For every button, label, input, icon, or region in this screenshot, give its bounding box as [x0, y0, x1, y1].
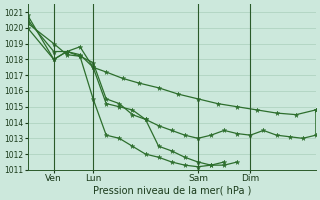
X-axis label: Pression niveau de la mer( hPa ): Pression niveau de la mer( hPa ) [92, 186, 251, 196]
